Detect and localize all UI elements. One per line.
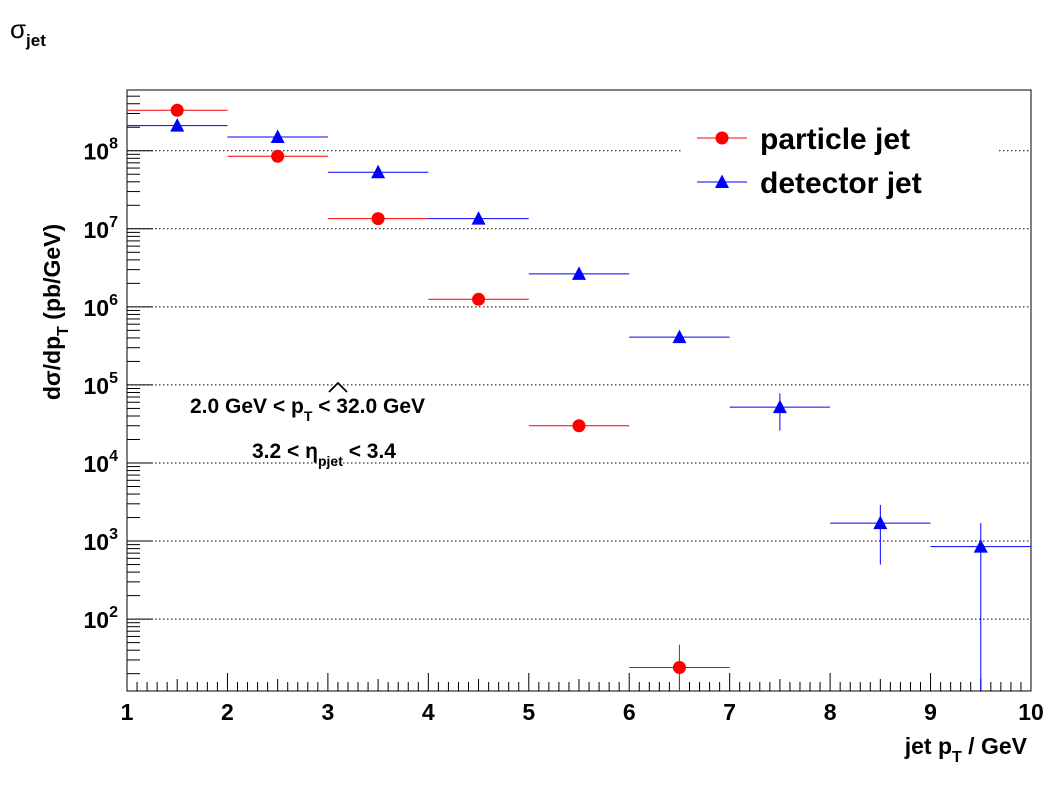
annotation-eta-range: 3.2 < ηpjet < 3.4: [252, 440, 396, 469]
legend-marker-circle: [715, 131, 729, 145]
data-point-particle-0: [170, 103, 184, 117]
data-layer: [127, 103, 1031, 691]
legend-entry-detector-jet: detector jet: [697, 167, 922, 200]
x-tick-label-3: 3: [321, 699, 334, 725]
data-point-particle-5: [672, 661, 686, 675]
data-point-detector-3: [471, 211, 486, 225]
data-point-particle-2: [371, 212, 385, 226]
x-tick-label-9: 9: [924, 699, 937, 725]
data-point-particle-3: [472, 292, 486, 306]
data-point-detector-7: [873, 515, 888, 530]
x-tick-label-6: 6: [623, 699, 636, 725]
y-tick-label-6: 108: [84, 136, 119, 165]
legend-entry-particle-jet: particle jet: [697, 123, 910, 156]
y-tick-label-2: 104: [84, 448, 119, 477]
data-point-particle-4: [572, 419, 586, 433]
series-detector-jet: [127, 118, 1031, 691]
legend-background: [683, 113, 999, 205]
legend: particle jet detector jet: [683, 113, 999, 205]
data-point-detector-2: [371, 164, 386, 179]
x-axis-label: jet pT / GeV: [904, 733, 1028, 766]
y-tick-label-4: 106: [84, 292, 119, 321]
data-point-detector-5: [672, 329, 687, 344]
y-tick-label-5: 107: [84, 214, 119, 243]
legend-label-particle: particle jet: [760, 123, 910, 156]
y-tick-label-1: 103: [84, 526, 119, 555]
y-tick-label-3: 105: [84, 370, 119, 399]
chart-title: σjet: [10, 14, 46, 50]
x-tick-label-2: 2: [221, 699, 234, 725]
legend-marker-triangle: [715, 174, 729, 188]
x-tick-label-4: 4: [422, 699, 435, 725]
x-tick-label-5: 5: [522, 699, 535, 725]
hat-accent: [328, 381, 348, 393]
data-point-detector-1: [270, 129, 285, 143]
x-tick-label-7: 7: [723, 699, 736, 725]
svg-text:2.0 GeV < pT < 32.0 GeV: 2.0 GeV < pT < 32.0 GeV: [190, 395, 425, 424]
axis-layer: 102 103 104 105 106 107 108 1 2 3 4 5 6 7 8 9 10: [84, 89, 1044, 725]
x-tick-label-8: 8: [824, 699, 837, 725]
data-point-particle-1: [271, 149, 285, 163]
grid-layer: [127, 150, 1031, 620]
legend-label-detector: detector jet: [760, 167, 922, 200]
data-point-detector-4: [572, 266, 586, 280]
series-particle-jet: [127, 103, 730, 691]
x-tick-label-1: 1: [121, 699, 134, 725]
data-point-detector-6: [772, 399, 787, 414]
data-point-detector-0: [170, 118, 185, 132]
y-axis-label: dσ/dpT (pb/GeV): [39, 224, 72, 400]
data-point-detector-8: [973, 539, 988, 553]
annotation-pthat-range: 2.0 GeV < pT < 32.0 GeV: [190, 381, 425, 424]
x-tick-label-10: 10: [1018, 699, 1044, 725]
y-tick-label-0: 102: [84, 604, 119, 633]
